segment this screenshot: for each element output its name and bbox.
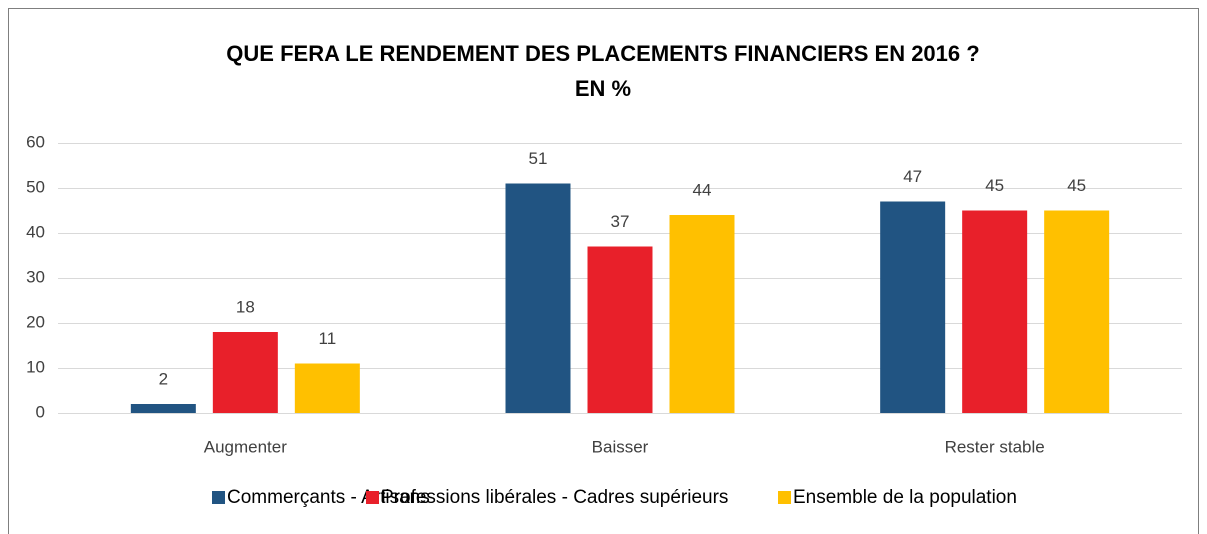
y-tick-label: 40	[26, 222, 45, 241]
bar	[962, 210, 1028, 413]
value-label: 45	[985, 176, 1004, 195]
value-label: 2	[159, 369, 168, 388]
legend-swatch	[366, 491, 379, 504]
chart-title: QUE FERA LE RENDEMENT DES PLACEMENTS FIN…	[226, 41, 979, 66]
bar	[880, 201, 946, 413]
x-tick-label: Baisser	[592, 437, 649, 456]
value-label: 37	[611, 212, 630, 231]
value-label: 11	[319, 329, 337, 348]
legend-label: Commerçants - Artisans	[227, 487, 430, 508]
value-label: 47	[903, 167, 922, 186]
value-label: 51	[529, 149, 548, 168]
bar	[587, 246, 653, 413]
value-label: 44	[693, 180, 712, 199]
bar	[130, 404, 196, 413]
x-tick-label: Augmenter	[204, 437, 287, 456]
chart-subtitle: EN %	[575, 76, 631, 101]
bar	[505, 183, 571, 413]
legend-label: Professions libérales - Cadres supérieur…	[381, 487, 728, 508]
y-tick-label: 0	[36, 402, 45, 421]
legend-swatch	[212, 491, 225, 504]
y-tick-label: 10	[26, 357, 45, 376]
y-tick-label: 30	[26, 267, 45, 286]
bar	[669, 215, 735, 413]
x-tick-label: Rester stable	[945, 437, 1045, 456]
legend-label: Ensemble de la population	[793, 487, 1017, 508]
bar	[212, 332, 278, 413]
bar	[1044, 210, 1110, 413]
value-label: 45	[1067, 176, 1086, 195]
y-tick-label: 50	[26, 177, 45, 196]
value-label: 18	[236, 297, 255, 316]
y-tick-label: 60	[26, 132, 45, 151]
y-tick-label: 20	[26, 312, 45, 331]
bar	[294, 363, 360, 413]
legend-swatch	[778, 491, 791, 504]
